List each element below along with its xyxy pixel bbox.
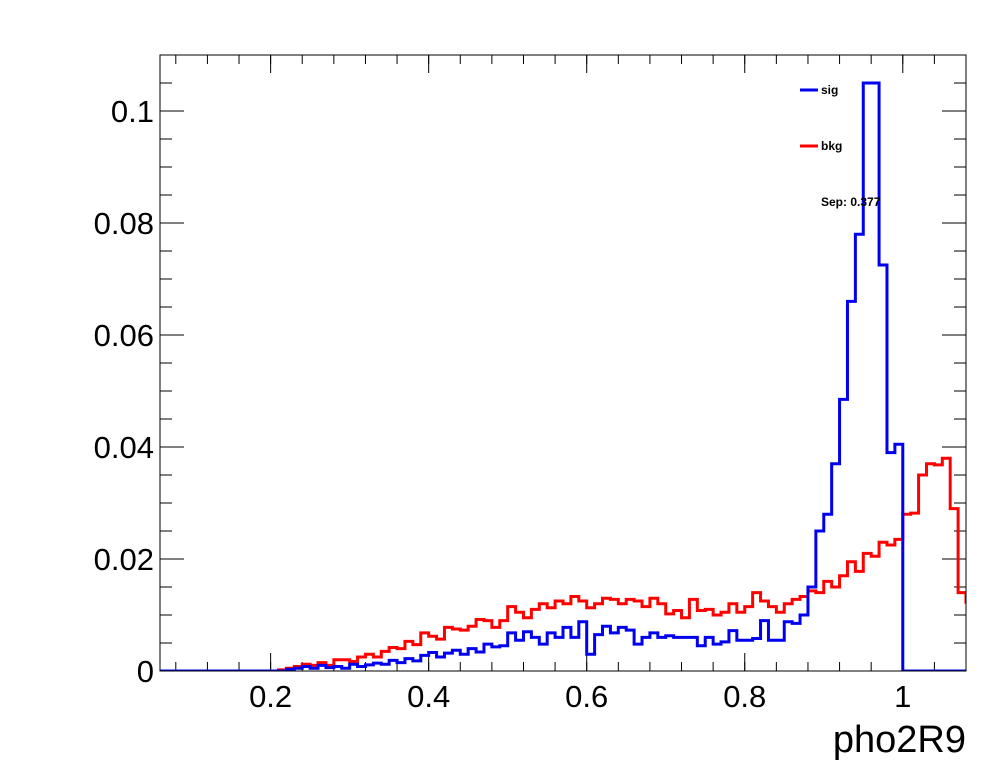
series-bkg-line bbox=[160, 456, 966, 671]
series-sig-line bbox=[160, 81, 966, 671]
y-tick-labels: 0 0.02 0.04 0.06 0.08 0.1 bbox=[94, 94, 154, 689]
legend: sig bkg bbox=[800, 83, 842, 153]
legend-label-sig: sig bbox=[821, 83, 838, 97]
y-tick-label: 0.06 bbox=[94, 318, 154, 353]
x-tick-label: 0.2 bbox=[249, 679, 292, 714]
legend-label-bkg: bkg bbox=[821, 139, 842, 153]
x-tick-label: 0.4 bbox=[407, 679, 450, 714]
y-tick-label: 0 bbox=[137, 654, 154, 689]
y-tick-label: 0.04 bbox=[94, 430, 154, 465]
major-ticks bbox=[160, 55, 966, 672]
plot-frame bbox=[159, 54, 967, 672]
x-tick-label: 1 bbox=[894, 679, 911, 714]
x-tick-label: 0.6 bbox=[565, 679, 608, 714]
x-tick-labels: 0.2 0.4 0.6 0.8 1 bbox=[249, 679, 911, 714]
minor-ticks bbox=[160, 54, 967, 671]
series-layer bbox=[160, 81, 966, 671]
separation-annotation: Sep: 0.377 bbox=[821, 195, 881, 209]
y-tick-label: 0.1 bbox=[111, 94, 154, 129]
x-axis-title: pho2R9 bbox=[833, 719, 966, 761]
y-tick-label: 0.08 bbox=[94, 206, 154, 241]
y-tick-label: 0.02 bbox=[94, 542, 154, 577]
x-tick-label: 0.8 bbox=[723, 679, 766, 714]
